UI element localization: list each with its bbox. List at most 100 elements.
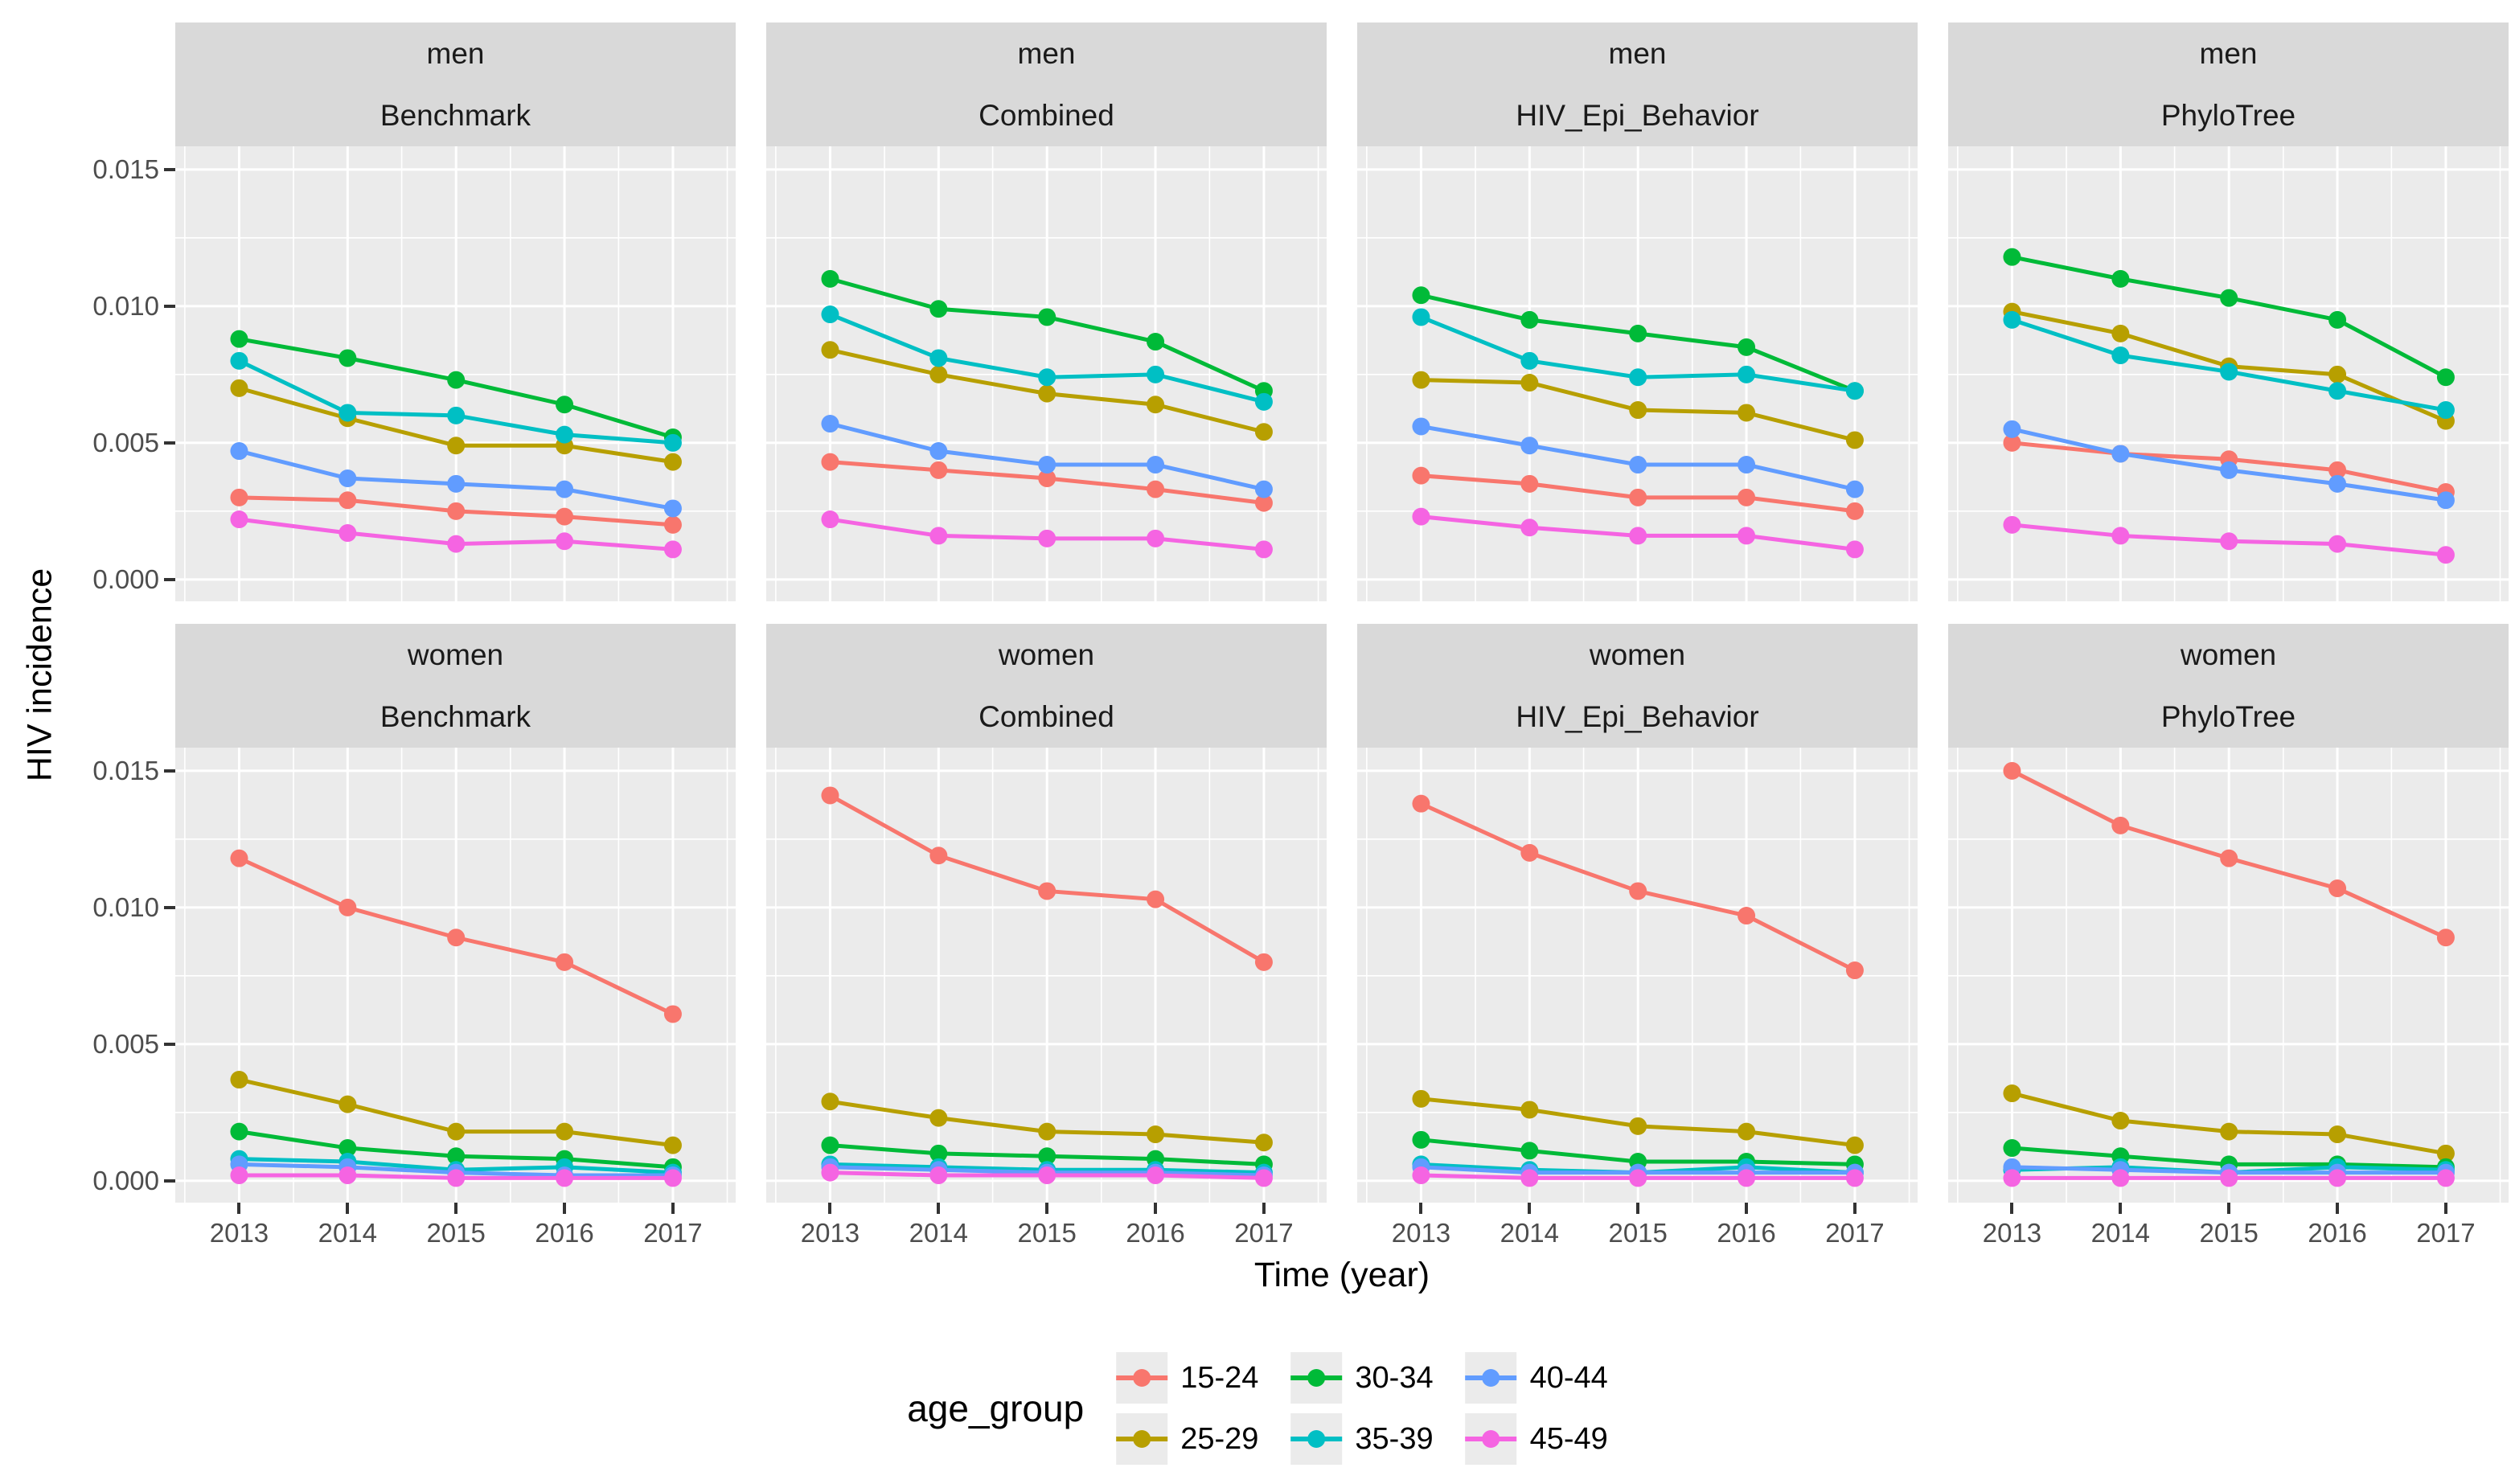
data-point [1254,423,1273,441]
data-point [338,898,357,916]
data-point [230,488,248,506]
data-point [1845,1169,1864,1187]
panel-plot-men-PhyloTree [1948,146,2509,601]
facet-col-label: HIV_Epi_Behavior [1516,700,1759,733]
data-point [929,847,948,865]
legend-key-icon [1116,1413,1168,1465]
data-point [1147,456,1165,474]
data-point [338,524,357,543]
y-tick-label: 0.000 [92,564,159,594]
legend-entry-label: 35-39 [1355,1421,1434,1456]
x-tick-label: 2015 [426,1218,486,1248]
data-point [1254,953,1273,971]
data-point [2003,248,2021,266]
data-point [1629,1169,1647,1187]
data-point [338,469,357,488]
data-point [1254,480,1273,498]
x-tick-label: 2016 [2308,1218,2367,1248]
x-tick-mark [1528,1203,1532,1214]
data-point [1147,890,1165,908]
data-point [1520,1101,1539,1119]
data-point [1147,1125,1165,1144]
data-point [1738,1169,1756,1187]
data-point [821,415,839,433]
data-point [2003,1169,2021,1187]
data-point [929,527,948,545]
x-tick-label: 2017 [643,1218,703,1248]
data-point [338,1139,357,1158]
x-tick-mark [2119,1203,2123,1214]
data-point [2003,515,2021,534]
data-point [1038,469,1056,488]
data-point [338,1166,357,1185]
data-point [1520,310,1539,329]
data-point [2111,1112,2130,1130]
facet-col-label: Benchmark [380,700,531,733]
x-tick-label: 2016 [1717,1218,1776,1248]
x-tick-label: 2016 [1126,1218,1185,1248]
x-tick-label: 2014 [909,1218,969,1248]
x-tick-mark [454,1203,458,1214]
data-point [338,349,357,367]
x-tick-mark [1636,1203,1640,1214]
x-tick-mark [2336,1203,2340,1214]
data-point [2003,433,2021,452]
data-point [1038,456,1056,474]
panel-plot-women-Combined [766,748,1327,1203]
data-point [556,532,574,551]
y-tick-label: 0.015 [92,755,159,785]
data-point [230,379,248,397]
data-point [230,1122,248,1141]
x-tick-mark [2010,1203,2014,1214]
x-tick-mark [671,1203,675,1214]
data-point [1038,1166,1056,1185]
x-tick-label: 2015 [2199,1218,2259,1248]
legend-entry-25-29: 25-29 [1116,1413,1258,1465]
data-point [2328,382,2347,400]
data-point [1629,401,1647,420]
data-point [821,1093,839,1111]
data-point [1038,529,1056,547]
data-point [230,330,248,348]
x-tick-mark [1745,1203,1749,1214]
legend-column: 40-44 45-49 [1465,1352,1608,1465]
y-tick-mark [164,905,175,909]
data-point [2328,461,2347,479]
x-tick-label: 2013 [209,1218,269,1248]
x-tick-mark [1852,1203,1857,1214]
y-tick-mark [164,167,175,171]
x-tick-label: 2013 [800,1218,860,1248]
data-point [1520,843,1539,862]
legend-entry-label: 25-29 [1180,1421,1259,1456]
legend-entry-label: 40-44 [1529,1360,1608,1395]
panel-plot-women-Benchmark [175,748,736,1203]
data-point [556,425,574,444]
data-point [1845,480,1864,498]
x-tick-mark [828,1203,832,1214]
data-point [1845,961,1864,980]
facet-strip-men-Benchmark: men Benchmark [175,23,736,146]
data-point [556,1122,574,1141]
data-point [230,1071,248,1089]
legend-key-icon [1290,1413,1343,1465]
data-point [2328,365,2347,383]
data-point [2003,310,2021,329]
data-point [2328,1169,2347,1187]
legend: age_group 15-24 25-29 30-34 35-39 40-44 45-49 [907,1352,1608,1465]
x-tick-label: 2015 [1608,1218,1668,1248]
x-tick-label: 2017 [1825,1218,1885,1248]
facet-row-label: men [426,37,485,70]
x-tick-mark [563,1203,567,1214]
data-point [2003,420,2021,438]
data-point [2003,1084,2021,1103]
data-point [2003,761,2021,780]
data-point [556,507,574,526]
facet-col-label: HIV_Epi_Behavior [1516,99,1759,132]
data-point [1738,1122,1756,1141]
data-point [1038,368,1056,387]
data-point [1738,338,1756,356]
data-point [663,453,682,471]
data-point [929,1166,948,1185]
data-point [1147,529,1165,547]
